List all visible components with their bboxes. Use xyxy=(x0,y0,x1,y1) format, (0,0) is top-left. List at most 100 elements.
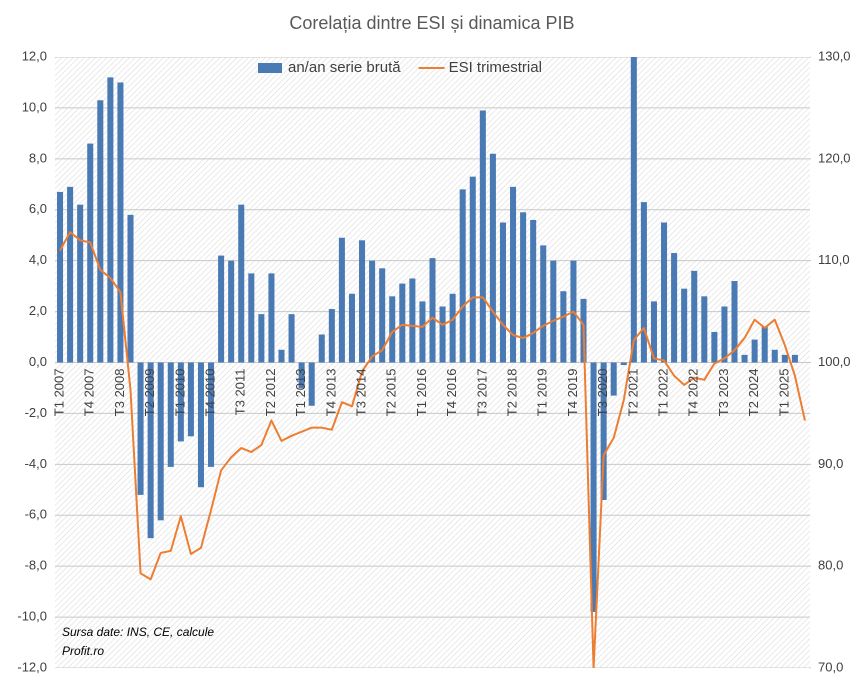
bar xyxy=(550,260,557,363)
x-tick-label: T1 2025 xyxy=(776,369,791,417)
bar xyxy=(731,281,738,363)
x-tick-label: T4 2010 xyxy=(202,369,217,417)
bar xyxy=(127,214,134,363)
x-tick-label: T4 2022 xyxy=(686,369,701,417)
bar xyxy=(97,100,104,363)
y-tick-label: -10,0 xyxy=(17,609,47,624)
bar xyxy=(469,176,476,363)
bar xyxy=(520,212,527,363)
bar xyxy=(701,296,708,363)
bar xyxy=(540,245,547,363)
bar xyxy=(771,349,778,363)
x-tick-label: T3 2017 xyxy=(474,369,489,417)
y2-tick-label: 70,0 xyxy=(818,659,843,674)
bar xyxy=(117,82,124,363)
x-tick-label: T1 2010 xyxy=(172,369,187,417)
y-tick-label: -6,0 xyxy=(25,507,47,522)
bar xyxy=(288,314,295,363)
bar xyxy=(661,222,668,363)
x-tick-label: T2 2024 xyxy=(746,369,761,417)
bar xyxy=(57,191,64,363)
bar xyxy=(530,219,537,363)
x-tick-label: T3 2008 xyxy=(112,369,127,417)
bar xyxy=(208,362,215,467)
bar xyxy=(419,301,426,363)
x-tick-label: T4 2019 xyxy=(565,369,580,417)
x-tick-label: T2 2021 xyxy=(625,369,640,417)
bar xyxy=(258,314,265,363)
bar xyxy=(308,362,315,406)
y-tick-label: 2,0 xyxy=(29,303,47,318)
y-tick-label: -8,0 xyxy=(25,558,47,573)
y2-tick-label: 110,0 xyxy=(818,252,850,267)
bar xyxy=(640,202,647,363)
y-tick-label: 10,0 xyxy=(22,99,47,114)
bar xyxy=(459,189,466,363)
bar xyxy=(711,331,718,363)
chart-title: Corelația dintre ESI și dinamica PIB xyxy=(289,13,574,33)
bar xyxy=(137,362,144,495)
bar xyxy=(761,326,768,363)
x-tick-label: T2 2009 xyxy=(142,369,157,417)
bar xyxy=(510,186,517,363)
bar xyxy=(681,288,688,363)
bar xyxy=(278,349,285,363)
bar xyxy=(107,77,114,363)
bar xyxy=(429,258,436,363)
bar xyxy=(318,334,325,363)
x-tick-label: T1 2019 xyxy=(535,369,550,417)
source-note: Profit.ro xyxy=(62,644,104,658)
bar xyxy=(409,278,416,363)
bar xyxy=(238,204,245,363)
bar xyxy=(691,270,698,363)
bar xyxy=(499,222,506,363)
x-tick-label: T3 2014 xyxy=(353,369,368,417)
x-tick-label: T3 2011 xyxy=(233,369,248,416)
y2-tick-label: 100,0 xyxy=(818,354,851,369)
bar xyxy=(449,293,456,363)
x-tick-label: T2 2015 xyxy=(384,369,399,417)
legend-label: ESI trimestrial xyxy=(449,59,542,76)
x-tick-label: T1 2016 xyxy=(414,369,429,417)
bar xyxy=(369,260,376,363)
y-tick-label: 6,0 xyxy=(29,201,47,216)
x-tick-label: T1 2013 xyxy=(293,369,308,417)
bar xyxy=(177,362,184,442)
plot-layer xyxy=(55,57,810,668)
bar xyxy=(157,362,164,521)
y-tick-label: 8,0 xyxy=(29,150,47,165)
x-tick-label: T2 2018 xyxy=(504,369,519,417)
bar xyxy=(600,362,607,500)
source-note: Sursa date: INS, CE, calcule xyxy=(62,625,214,639)
bar xyxy=(197,362,204,488)
bar xyxy=(338,237,345,363)
bar xyxy=(489,153,496,363)
y-tick-label: 4,0 xyxy=(29,252,47,267)
bar xyxy=(328,309,335,363)
x-tick-label: T3 2023 xyxy=(716,369,731,417)
bar xyxy=(399,283,406,363)
bar xyxy=(167,362,174,467)
line xyxy=(59,231,806,668)
bar xyxy=(228,260,235,363)
y2-tick-label: 120,0 xyxy=(818,150,851,165)
bar xyxy=(298,362,305,388)
bar xyxy=(781,354,788,363)
bar xyxy=(439,306,446,363)
x-tick-label: T4 2016 xyxy=(444,369,459,417)
bar xyxy=(479,110,486,363)
bar xyxy=(610,362,617,396)
bar xyxy=(620,362,627,366)
y-tick-label: 0,0 xyxy=(29,354,47,369)
legend-swatch xyxy=(258,63,282,73)
bar xyxy=(791,354,798,363)
y2-tick-label: 80,0 xyxy=(818,558,843,573)
bar xyxy=(67,186,74,363)
bar xyxy=(751,339,758,363)
bar xyxy=(147,362,154,539)
legend-label: an/an serie brută xyxy=(288,59,401,76)
bar xyxy=(268,273,275,363)
y-tick-label: -2,0 xyxy=(25,405,47,420)
x-tick-label: T1 2022 xyxy=(655,369,670,417)
